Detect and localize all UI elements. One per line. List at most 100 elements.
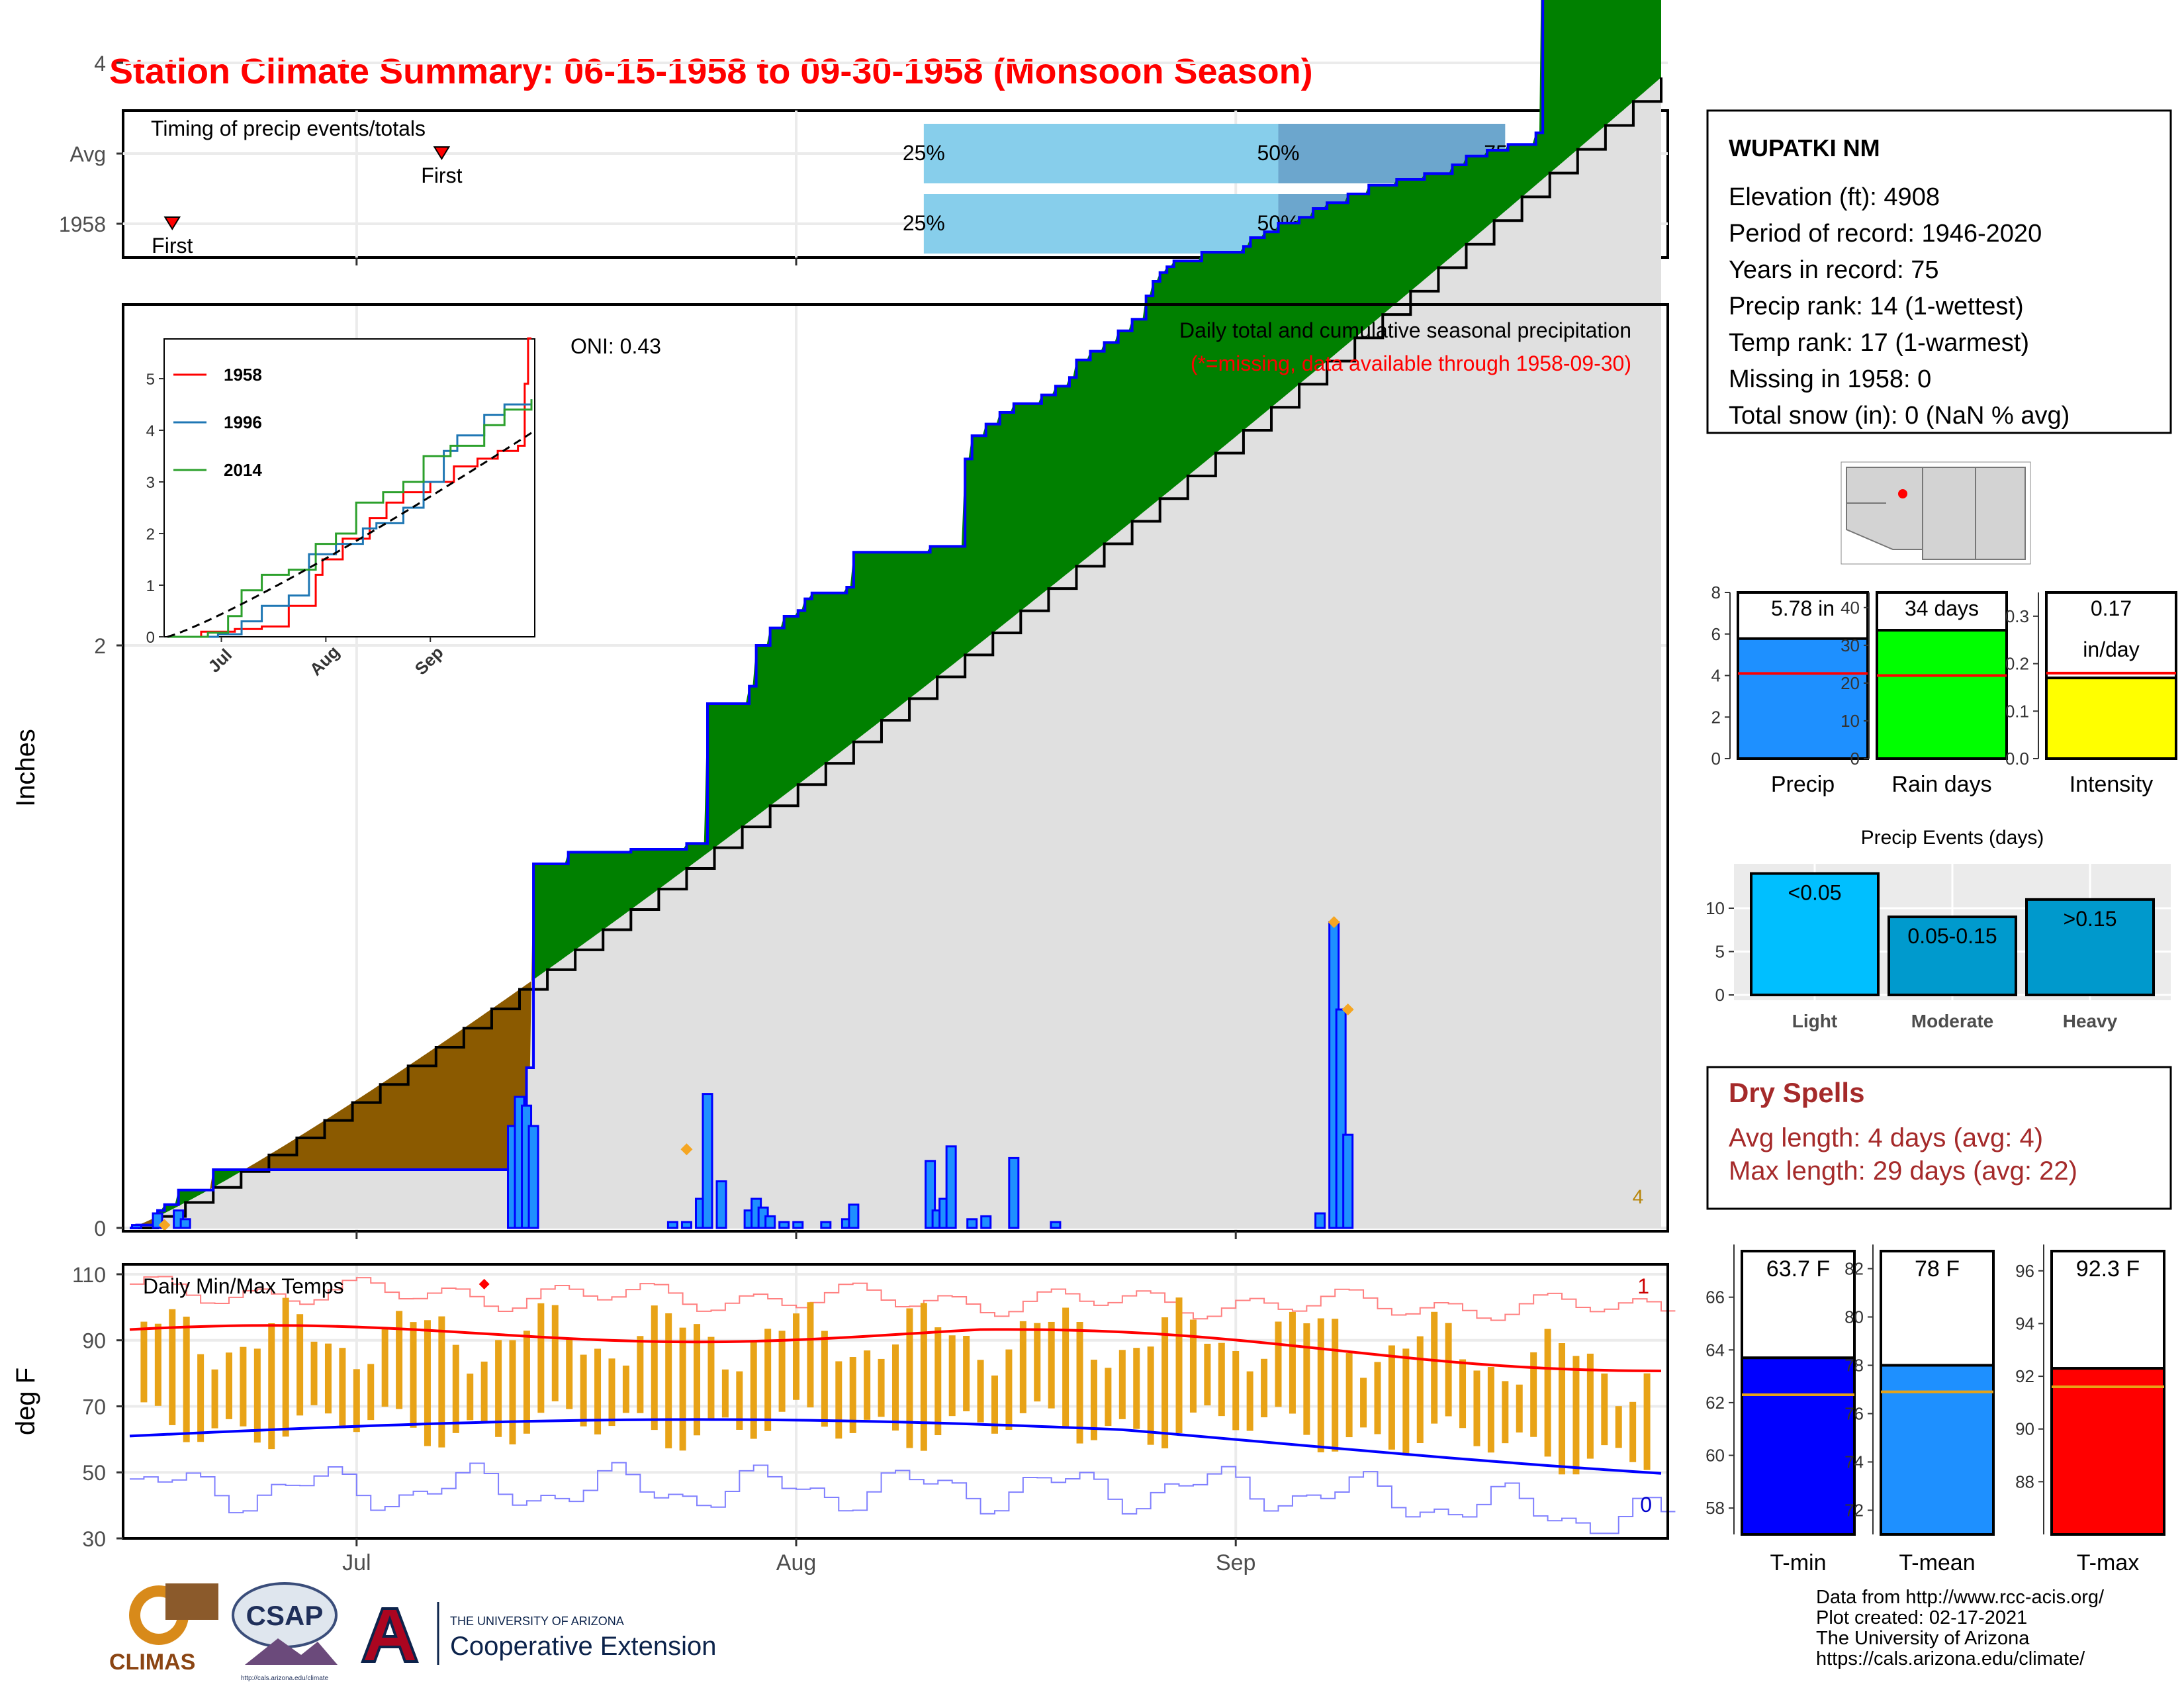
station-location-dot xyxy=(1898,489,1907,498)
daily-temp-bar xyxy=(1615,1406,1622,1448)
daily-precip-bar xyxy=(179,1218,191,1229)
daily-temp-bar xyxy=(1275,1321,1282,1407)
daily-temp-bar xyxy=(1502,1381,1509,1444)
daily-temp-bar xyxy=(1090,1360,1097,1440)
daily-temp-bar xyxy=(1005,1349,1013,1430)
timing-first-marker xyxy=(433,146,451,160)
daily-temp-bar xyxy=(864,1350,871,1420)
precip-marker xyxy=(158,1219,171,1231)
mini-bar-value-label: 5.78 in xyxy=(1771,596,1835,620)
oni-label: ONI: 0.43 xyxy=(570,334,661,358)
mini-bar-ytick-label: 0 xyxy=(1711,749,1721,769)
climas-logo: CLIMAS xyxy=(109,1583,218,1675)
above-avg-fill xyxy=(533,0,1661,980)
daily-temp-bar xyxy=(807,1302,814,1408)
precip-marker xyxy=(680,1143,693,1156)
mini-bar-ytick-label: 20 xyxy=(1841,673,1860,693)
mini-bar-ytick-label: 0 xyxy=(1850,749,1860,769)
station-detail-line: Temp rank: 17 (1-warmest) xyxy=(1729,329,2029,357)
daily-temp-bar xyxy=(225,1352,232,1419)
station-detail-line: Total snow (in): 0 (NaN % avg) xyxy=(1729,402,2070,430)
timing-row-label: Avg xyxy=(69,142,106,166)
daily-temp-bar xyxy=(282,1297,289,1437)
dry-spells-avg: Avg length: 4 days (avg: 4) xyxy=(1729,1123,2043,1152)
precip-ytick-label: 0 xyxy=(94,1217,106,1241)
temp-bar-t-min: 58 60 62 64 66 63.7 F T-min xyxy=(1706,1244,1856,1575)
daily-temp-bar xyxy=(750,1341,757,1439)
csap-logo: CSAP http://cals.arizona.edu/climate xyxy=(232,1582,338,1682)
daily-temp-bar xyxy=(1161,1317,1169,1448)
inset-ytick-label: 0 xyxy=(146,629,155,647)
timing-box-lower xyxy=(923,194,1279,254)
mini-bar-value xyxy=(2045,677,2177,760)
daily-temp-bar xyxy=(1416,1336,1424,1444)
daily-temp-bar xyxy=(835,1361,842,1439)
inset-avg-line xyxy=(167,432,532,638)
timing-box-lower xyxy=(923,124,1279,183)
daily-temp-bar xyxy=(1374,1362,1381,1434)
daily-temp-bar xyxy=(1559,1343,1566,1475)
temp-bar-ytick-label: 80 xyxy=(1844,1307,1864,1327)
events-bars: 0 5 10 <0.05 Light 0.05-0.15 Moderate >0.15 Heav… xyxy=(1706,864,2171,1031)
daily-temp-bar xyxy=(154,1323,161,1406)
daily-temp-bar xyxy=(764,1329,772,1431)
temp-bar-label: T-mean xyxy=(1899,1550,1975,1575)
daily-temp-bar xyxy=(878,1358,885,1417)
daily-temp-bar xyxy=(169,1309,176,1425)
daily-temp-bar xyxy=(1516,1384,1523,1432)
mini-bar-label: Intensity xyxy=(2070,772,2154,797)
daily-temp-bar xyxy=(1572,1356,1580,1475)
temp-label: Daily Min/Max Temps xyxy=(143,1274,343,1298)
daily-temp-bar xyxy=(495,1340,502,1437)
daily-temp-bar xyxy=(140,1321,148,1403)
daily-temp-bar xyxy=(1402,1348,1410,1456)
temp-bar-ytick-label: 78 xyxy=(1844,1356,1864,1376)
inset-line-1958 xyxy=(167,337,531,638)
daily-temp-bar xyxy=(1261,1358,1268,1418)
events-bar xyxy=(1888,915,2017,997)
daily-temp-bar xyxy=(1388,1345,1395,1450)
above-avg-fill xyxy=(158,1189,210,1217)
temp-bar-ytick-label: 88 xyxy=(2015,1472,2034,1491)
inset-ytick-label: 3 xyxy=(146,474,155,492)
inset-ytick-label: 5 xyxy=(146,371,155,389)
daily-temp-bar xyxy=(1034,1323,1041,1402)
temp-ytick-label: 30 xyxy=(82,1527,106,1551)
daily-temp-bar xyxy=(1332,1319,1339,1452)
temp-ytick-label: 90 xyxy=(82,1329,106,1353)
daily-temp-bar xyxy=(1601,1373,1608,1446)
temp-xtick-label: Jul xyxy=(342,1550,371,1575)
temp-bar-ytick-label: 94 xyxy=(2015,1313,2034,1333)
daily-temp-bar xyxy=(977,1360,984,1423)
timing-first-label: First xyxy=(152,234,193,258)
daily-temp-bar xyxy=(934,1327,942,1436)
daily-temp-bar xyxy=(1303,1323,1310,1435)
record-high-marker xyxy=(478,1278,490,1289)
daily-temp-bar xyxy=(1019,1321,1026,1413)
daily-temp-bar xyxy=(1544,1329,1551,1457)
dry-spells-max: Max length: 29 days (avg: 22) xyxy=(1729,1156,2077,1186)
precip-y-label: Inches xyxy=(11,729,40,807)
daily-temp-bar xyxy=(1062,1307,1069,1429)
events-category-label: Light xyxy=(1792,1011,1837,1031)
daily-temp-bar xyxy=(622,1365,629,1413)
mini-bar-ytick-label: 6 xyxy=(1711,624,1721,644)
temp-bar-ytick-label: 96 xyxy=(2015,1261,2034,1281)
events-bar xyxy=(1750,872,1880,997)
csap-logo-url: http://cals.arizona.edu/climate xyxy=(241,1675,329,1682)
mini-bar-value xyxy=(1737,637,1869,761)
daily-precip-bar xyxy=(980,1215,992,1229)
record-min-line xyxy=(130,1462,1676,1534)
footer-line-university: The University of Arizona xyxy=(1816,1628,2030,1649)
dry-spells-title: Dry Spells xyxy=(1729,1077,1864,1108)
mini-bar-ytick-label: 4 xyxy=(1711,666,1721,686)
daily-temp-bar xyxy=(963,1336,970,1411)
daily-temp-bar xyxy=(396,1311,403,1409)
daily-temp-bar xyxy=(367,1364,375,1421)
avg-cumulative-fill xyxy=(130,77,1661,1228)
events-ytick-label: 5 xyxy=(1715,941,1725,961)
temp-ytick-label: 70 xyxy=(82,1395,106,1419)
daily-temp-bar xyxy=(793,1313,800,1400)
